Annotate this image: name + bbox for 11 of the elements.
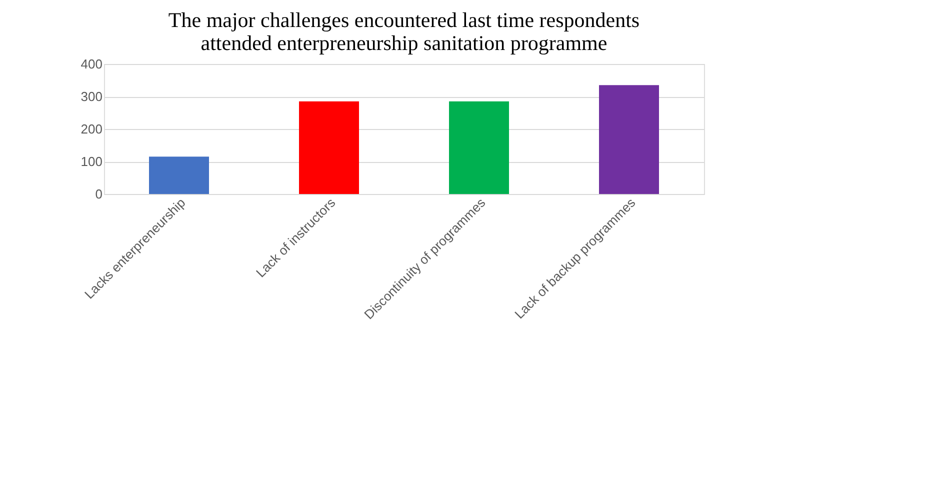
text: attended enterpreneurship sanitation programme [200,31,608,55]
y-tick-label: 200 [80,122,102,136]
y-tick-label: 400 [80,56,102,72]
bar [299,101,359,194]
text: The major challenges encountered last time respondents [168,8,640,32]
bar [599,85,659,194]
y-tick-label: 100 [80,154,102,169]
bar [149,156,209,194]
y-tick-label: 300 [80,89,102,104]
bar [449,101,509,194]
y-tick-label: 0 [95,186,102,202]
